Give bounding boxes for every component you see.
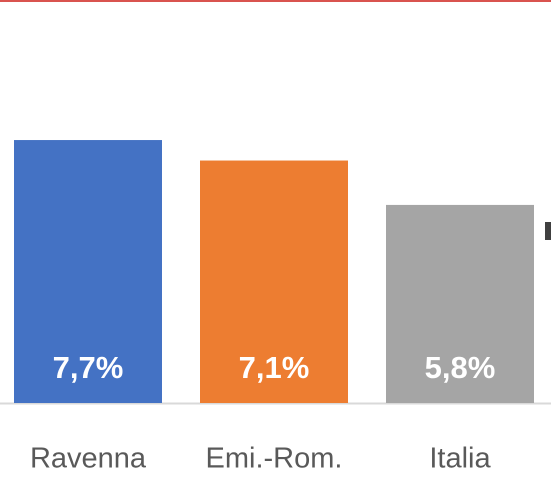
legend-fragment — [545, 222, 551, 240]
value-label: 5,8% — [425, 350, 496, 385]
x-tick-label: Italia — [429, 443, 491, 475]
value-label: 7,1% — [239, 350, 310, 385]
bar — [14, 140, 162, 404]
value-label: 7,7% — [53, 350, 124, 385]
x-tick-label: Ravenna — [30, 443, 147, 475]
top-border — [0, 0, 551, 2]
bar — [200, 160, 348, 403]
x-tick-label: Emi.-Rom. — [206, 443, 343, 475]
bar — [386, 204, 534, 403]
